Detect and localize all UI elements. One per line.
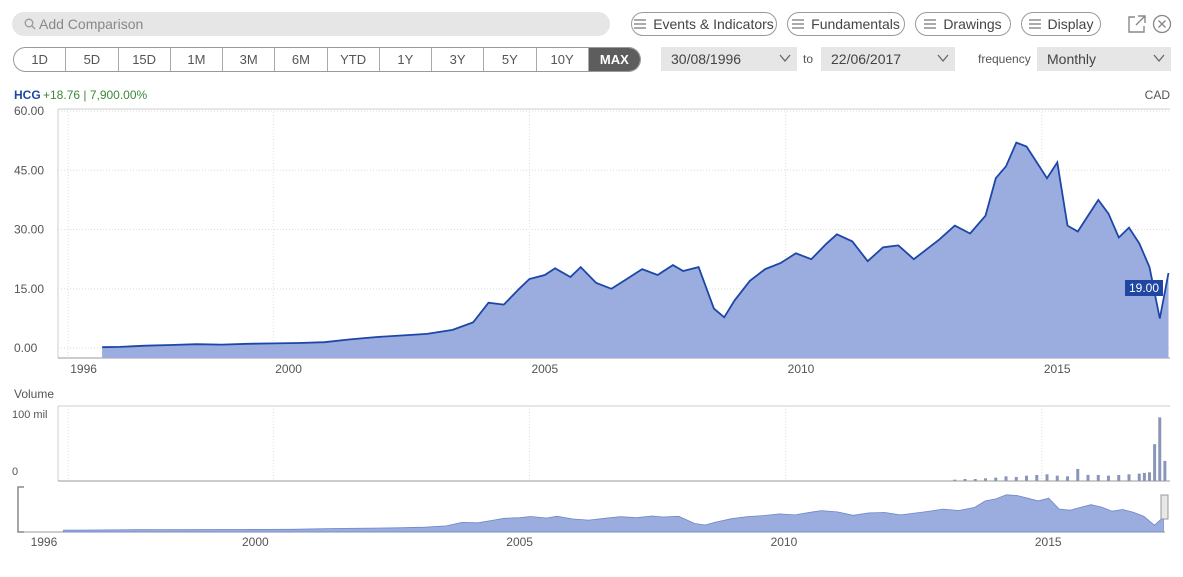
range-button-max[interactable]: MAX — [587, 48, 640, 71]
change-label: +18.76 | 7,900.00% — [43, 88, 148, 102]
range-button-6m[interactable]: 6M — [274, 48, 326, 71]
range-button-5y[interactable]: 5Y — [483, 48, 535, 71]
frequency-select[interactable]: Monthly — [1037, 47, 1171, 71]
date-from-select[interactable]: 30/08/1996 — [661, 47, 797, 71]
add-comparison-input[interactable] — [39, 16, 579, 32]
y-tick-label: 60.00 — [14, 104, 44, 118]
price-area — [102, 142, 1169, 358]
fundamentals-button[interactable]: Fundamentals — [787, 12, 905, 36]
y-tick-label: 0.00 — [14, 341, 38, 355]
volume-bar — [1142, 472, 1146, 481]
volume-bar — [1096, 474, 1100, 481]
events-indicators-label: Events & Indicators — [653, 16, 774, 32]
x-tick-label: 2000 — [275, 362, 302, 376]
volume-tick-label: 100 mil — [12, 409, 47, 421]
menu-icon — [924, 19, 937, 29]
volume-label: Volume — [14, 387, 54, 401]
date-to-select[interactable]: 22/06/2017 — [821, 47, 955, 71]
volume-bar — [1066, 476, 1070, 481]
navigator-tick-label: 2010 — [771, 535, 798, 549]
fundamentals-label: Fundamentals — [811, 16, 900, 32]
display-button[interactable]: Display — [1021, 12, 1101, 36]
display-label: Display — [1047, 16, 1094, 32]
volume-bar — [1025, 475, 1029, 481]
volume-bar — [994, 477, 998, 481]
volume-bar — [1148, 472, 1152, 481]
drawings-label: Drawings — [943, 16, 1002, 32]
range-button-1d[interactable]: 1D — [31, 52, 48, 67]
range-button-10y[interactable]: 10Y — [535, 48, 588, 71]
date-to-label: to — [803, 52, 814, 66]
range-button-5d[interactable]: 5D — [65, 48, 117, 71]
volume-bar — [1117, 474, 1121, 481]
last-price-marker: 19.00 — [1125, 280, 1163, 296]
navigator-tick-label: 2000 — [242, 535, 269, 549]
volume-bar — [1127, 474, 1131, 481]
date-to-value: 22/06/2017 — [831, 51, 902, 67]
volume-bar — [1137, 473, 1141, 481]
popout-icon[interactable] — [1127, 14, 1147, 34]
volume-bar — [1045, 474, 1049, 481]
navigator-left-handle[interactable] — [17, 486, 24, 533]
volume-bar — [973, 478, 977, 481]
currency-label: CAD — [1145, 88, 1171, 102]
volume-bar — [1086, 474, 1090, 481]
date-from-value: 30/08/1996 — [671, 51, 742, 67]
x-tick-label: 2015 — [1044, 362, 1071, 376]
y-tick-label: 30.00 — [14, 223, 44, 237]
events-indicators-button[interactable]: Events & Indicators — [631, 12, 777, 36]
navigator-tick-label: 2015 — [1035, 535, 1062, 549]
navigator-tick-label: 1996 — [31, 535, 58, 549]
chevron-down-icon — [937, 54, 949, 63]
add-comparison-search[interactable] — [12, 12, 610, 36]
navigator-right-handle[interactable] — [1160, 494, 1169, 520]
range-button-3y[interactable]: 3Y — [431, 48, 483, 71]
x-tick-label: 2005 — [531, 362, 558, 376]
frequency-label: frequency — [978, 52, 1031, 66]
y-tick-label: 45.00 — [14, 163, 44, 177]
range-button-3m[interactable]: 3M — [222, 48, 274, 71]
last-price-label: 19.00 — [1129, 281, 1159, 295]
volume-bar — [1076, 468, 1080, 481]
range-button-1y[interactable]: 1Y — [378, 48, 431, 71]
range-button-15d[interactable]: 15D — [117, 48, 170, 71]
x-tick-label: 2010 — [788, 362, 815, 376]
volume-bar — [1163, 460, 1167, 481]
ticker-label: HCG — [14, 88, 41, 102]
range-selector: 1D 5D 15D 1M 3M 6M YTD 1Y 3Y 5Y 10Y MAX — [13, 47, 641, 72]
chevron-down-icon — [1153, 54, 1165, 63]
menu-icon — [634, 19, 647, 29]
volume-bar — [963, 478, 967, 481]
price-line — [102, 141, 1170, 349]
volume-bar — [1004, 476, 1008, 481]
chevron-down-icon — [779, 54, 791, 63]
volume-bar — [1014, 476, 1018, 481]
volume-bar — [1035, 474, 1039, 481]
volume-tick-label: 0 — [12, 466, 18, 478]
range-button-ytd[interactable]: YTD — [326, 48, 379, 71]
range-button-1m[interactable]: 1M — [169, 48, 222, 71]
menu-icon — [1028, 19, 1041, 29]
close-icon[interactable] — [1152, 14, 1172, 34]
drawings-button[interactable]: Drawings — [915, 12, 1011, 36]
volume-bar — [1107, 475, 1111, 481]
volume-bar — [953, 479, 957, 481]
volume-bar — [1158, 417, 1162, 481]
volume-bar — [984, 478, 988, 481]
volume-bar — [1055, 475, 1059, 481]
volume-bar — [1153, 444, 1157, 481]
navigator-tick-label: 2005 — [506, 535, 533, 549]
navigator-area — [63, 494, 1164, 533]
search-icon — [24, 18, 36, 30]
x-tick-label: 1996 — [70, 362, 97, 376]
menu-icon — [792, 19, 805, 29]
frequency-value: Monthly — [1047, 51, 1097, 67]
y-tick-label: 15.00 — [14, 282, 44, 296]
